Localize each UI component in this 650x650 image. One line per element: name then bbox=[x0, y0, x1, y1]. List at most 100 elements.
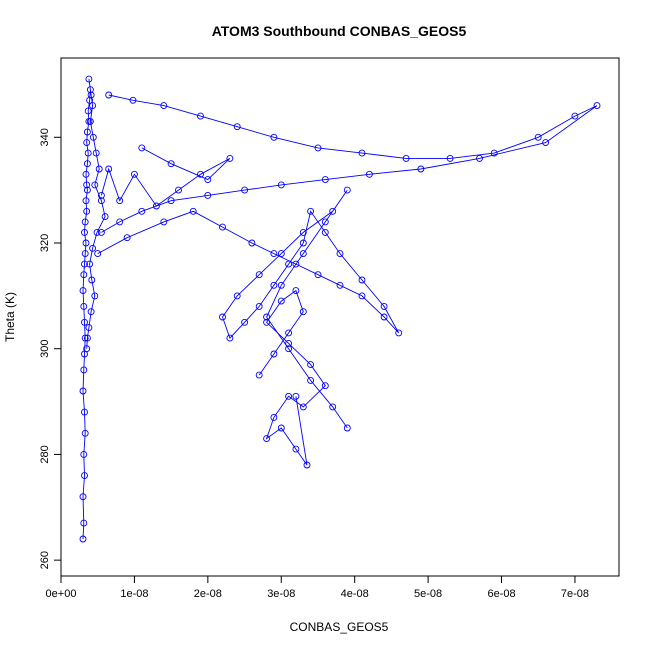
series-3-line bbox=[258, 289, 326, 466]
data-point bbox=[84, 149, 92, 157]
data-point bbox=[97, 228, 105, 236]
data-point bbox=[336, 250, 344, 258]
series-1-line bbox=[101, 94, 598, 233]
data-point bbox=[299, 308, 307, 316]
data-point bbox=[314, 271, 322, 279]
data-point bbox=[80, 366, 88, 374]
series-0-line bbox=[82, 79, 106, 540]
x-tick-label: 0e+00 bbox=[46, 588, 77, 600]
data-point bbox=[270, 133, 278, 141]
data-point bbox=[83, 160, 91, 168]
data-point bbox=[87, 91, 95, 99]
x-tick-label: 7e-08 bbox=[561, 588, 589, 600]
data-point bbox=[87, 308, 95, 316]
data-point bbox=[299, 228, 307, 236]
data-point bbox=[343, 424, 351, 432]
data-point bbox=[219, 223, 226, 231]
data-point bbox=[79, 493, 87, 501]
data-point bbox=[321, 176, 329, 184]
data-point bbox=[129, 96, 137, 104]
data-point bbox=[219, 313, 226, 321]
data-point bbox=[204, 191, 212, 199]
data-point bbox=[336, 281, 344, 289]
data-point bbox=[255, 271, 263, 279]
data-point bbox=[299, 239, 307, 247]
series-4-line bbox=[100, 147, 231, 207]
data-point bbox=[94, 250, 102, 258]
data-point bbox=[197, 170, 204, 178]
chart-title: ATOM3 Southbound CONBAS_GEOS5 bbox=[212, 23, 467, 39]
data-point bbox=[277, 181, 285, 189]
data-point bbox=[321, 228, 329, 236]
data-point bbox=[329, 207, 337, 215]
data-point bbox=[80, 271, 88, 279]
data-point bbox=[86, 260, 94, 268]
data-point bbox=[83, 181, 91, 189]
data-point bbox=[358, 149, 366, 157]
data-point bbox=[255, 302, 263, 310]
data-point bbox=[93, 228, 101, 236]
data-point bbox=[303, 461, 311, 469]
data-point bbox=[160, 218, 168, 226]
data-point bbox=[79, 387, 87, 395]
x-tick-label: 2e-08 bbox=[194, 588, 222, 600]
data-point bbox=[343, 186, 351, 194]
data-point bbox=[476, 154, 483, 162]
data-point bbox=[81, 334, 89, 342]
data-point bbox=[542, 139, 550, 147]
data-point bbox=[152, 202, 160, 210]
data-point bbox=[97, 191, 105, 199]
data-point bbox=[270, 413, 278, 421]
data-point bbox=[204, 176, 212, 184]
data-point bbox=[197, 112, 204, 120]
y-axis-label: Theta (K) bbox=[3, 292, 17, 342]
data-point bbox=[101, 213, 109, 221]
data-point bbox=[81, 250, 89, 258]
data-point bbox=[83, 345, 91, 353]
data-point bbox=[270, 281, 278, 289]
data-point bbox=[263, 313, 271, 321]
data-point bbox=[446, 154, 454, 162]
data-point bbox=[395, 329, 403, 337]
data-point bbox=[175, 186, 182, 194]
data-point bbox=[81, 429, 89, 437]
y-tick-label: 340 bbox=[39, 128, 51, 146]
x-tick-label: 5e-08 bbox=[414, 588, 442, 600]
data-point bbox=[270, 250, 278, 258]
data-point bbox=[138, 207, 146, 215]
data-point bbox=[123, 234, 131, 242]
data-point bbox=[91, 181, 99, 189]
data-point bbox=[88, 276, 96, 284]
plot-frame bbox=[60, 57, 620, 577]
data-point bbox=[314, 144, 322, 152]
data-point bbox=[263, 435, 271, 443]
data-point bbox=[83, 207, 91, 215]
x-tick-label: 3e-08 bbox=[267, 588, 295, 600]
data-point bbox=[80, 302, 88, 310]
data-point bbox=[80, 519, 88, 527]
data-point bbox=[82, 197, 90, 205]
data-point bbox=[81, 260, 88, 268]
data-point bbox=[167, 160, 175, 168]
x-tick-label: 4e-08 bbox=[341, 588, 369, 600]
data-point bbox=[593, 102, 601, 110]
data-point bbox=[89, 133, 97, 141]
data-point bbox=[83, 139, 91, 147]
data-point bbox=[83, 334, 91, 342]
data-point bbox=[79, 287, 87, 295]
data-point bbox=[255, 371, 263, 379]
data-point bbox=[233, 292, 241, 300]
data-point bbox=[83, 186, 91, 194]
data-point bbox=[380, 313, 388, 321]
data-point bbox=[241, 318, 249, 326]
data-point bbox=[321, 382, 329, 390]
data-point bbox=[299, 250, 307, 258]
data-point bbox=[285, 260, 293, 268]
data-point bbox=[321, 218, 329, 226]
data-point bbox=[95, 165, 103, 173]
data-point bbox=[490, 149, 498, 157]
data-point bbox=[365, 170, 373, 178]
data-point bbox=[79, 535, 87, 543]
data-point bbox=[83, 128, 91, 136]
